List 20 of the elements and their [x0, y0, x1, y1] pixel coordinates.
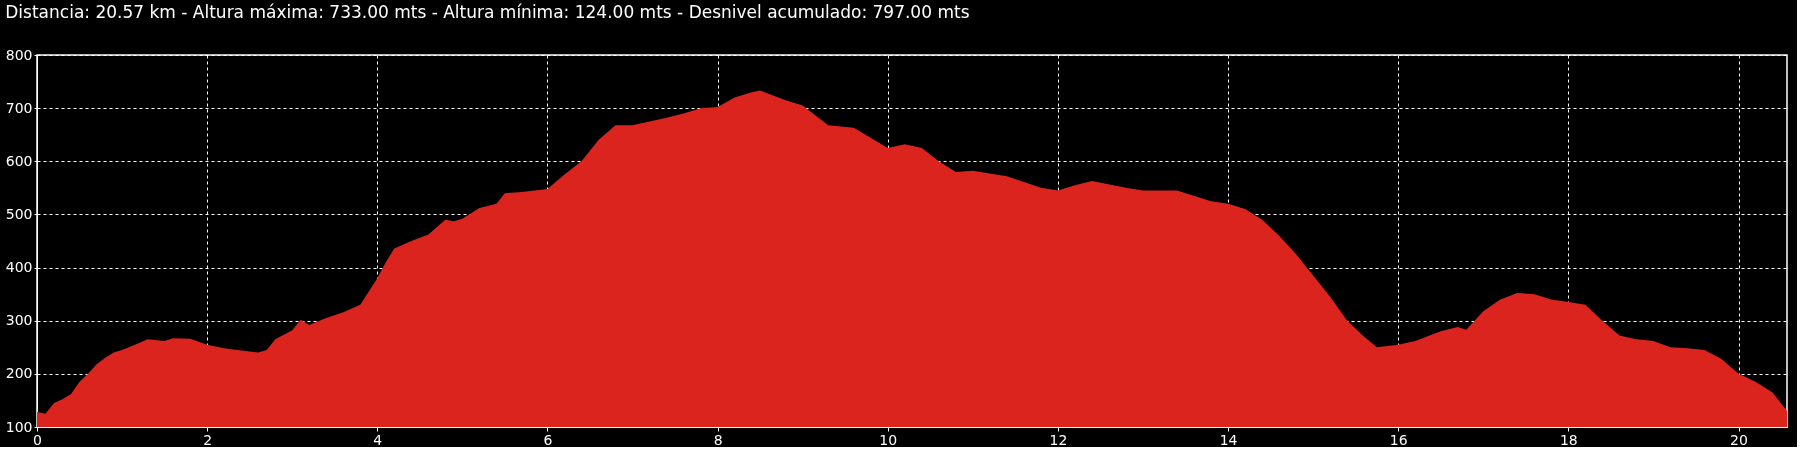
x-tick-label: 2	[203, 431, 213, 448]
y-tick-label: 400	[5, 259, 33, 276]
x-tick-label: 8	[713, 431, 723, 448]
chart-title: Distancia: 20.57 km - Altura máxima: 733.00 mts - Altura mínima: 124.00 mts - Desnivel acumulado: 797.00 mts	[5, 2, 970, 22]
y-tick-label: 700	[5, 99, 33, 116]
y-tick-label: 100	[5, 418, 33, 435]
x-tick-label: 14	[1219, 431, 1238, 448]
y-tick-label: 800	[5, 46, 33, 63]
x-tick-label: 12	[1049, 431, 1068, 448]
x-tick-label: 18	[1559, 431, 1578, 448]
x-tick-label: 10	[879, 431, 898, 448]
y-tick-label: 200	[5, 365, 33, 382]
x-tick-label: 16	[1389, 431, 1408, 448]
y-tick-label: 300	[5, 312, 33, 329]
x-tick-label: 0	[33, 431, 42, 448]
x-tick-label: 20	[1730, 431, 1748, 448]
y-tick-label: 600	[5, 152, 33, 169]
x-tick-label: 4	[373, 431, 383, 448]
y-tick-label: 500	[5, 205, 33, 222]
x-tick-label: 6	[543, 431, 553, 448]
